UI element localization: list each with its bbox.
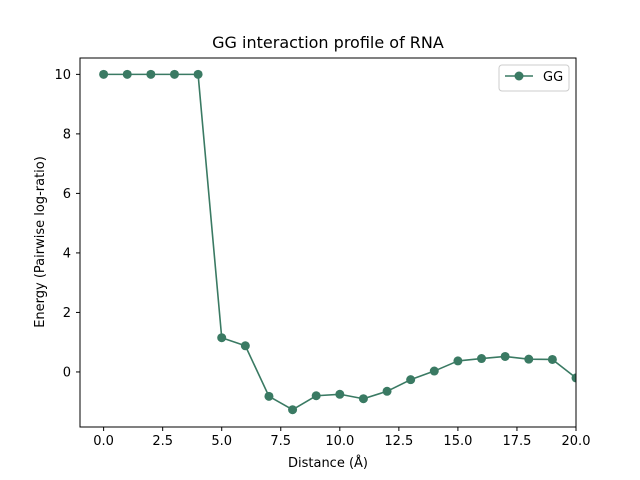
axes-frame <box>79 57 577 428</box>
data-point <box>500 351 510 361</box>
y-tick-label: 2 <box>63 306 71 321</box>
chart-title: GG interaction profile of RNA <box>212 33 444 52</box>
series-gg <box>99 69 576 415</box>
data-point <box>406 375 416 385</box>
legend-box <box>498 64 570 92</box>
data-point <box>288 405 298 415</box>
data-point <box>429 366 439 376</box>
x-tick-label: 10.0 <box>325 434 354 449</box>
legend-label-gg: GG <box>543 70 563 85</box>
data-point <box>122 69 132 79</box>
data-point <box>382 386 392 396</box>
x-tick-label: 2.5 <box>152 434 173 449</box>
data-point <box>217 333 227 343</box>
x-axis-label: Distance (Å) <box>288 455 368 471</box>
x-tick-label: 15.0 <box>443 434 472 449</box>
x-tick-label: 0.0 <box>93 434 114 449</box>
data-point <box>477 354 487 364</box>
legend-marker-gg <box>514 71 524 81</box>
data-point <box>169 69 179 79</box>
data-point <box>571 373 576 383</box>
data-point <box>146 69 156 79</box>
x-axis-ticks: 0.0 2.5 5.0 7.5 10.0 12.5 15.0 17.5 20.0 <box>93 427 590 449</box>
data-point <box>193 69 203 79</box>
legend: GG <box>498 64 570 92</box>
y-axis-label: Energy (Pairwise log-ratio) <box>33 156 48 328</box>
x-tick-label: 20.0 <box>562 434 591 449</box>
x-tick-label: 12.5 <box>384 434 413 449</box>
y-axis-ticks: 0 2 4 6 8 10 <box>54 68 80 380</box>
data-point <box>524 354 534 364</box>
series-layer <box>99 69 576 415</box>
data-point <box>453 356 463 366</box>
data-point <box>311 391 321 401</box>
x-tick-label: 17.5 <box>502 434 531 449</box>
y-tick-label: 4 <box>63 246 71 261</box>
data-point <box>547 354 557 364</box>
y-tick-label: 6 <box>63 187 71 202</box>
data-point <box>240 341 250 351</box>
data-point <box>335 389 345 399</box>
data-point <box>99 69 109 79</box>
y-tick-label: 8 <box>63 127 71 142</box>
x-tick-label: 7.5 <box>270 434 291 449</box>
data-point <box>264 391 274 401</box>
y-tick-label: 10 <box>54 68 71 83</box>
y-tick-label: 0 <box>63 365 71 380</box>
x-tick-label: 5.0 <box>211 434 232 449</box>
data-point <box>358 394 368 404</box>
